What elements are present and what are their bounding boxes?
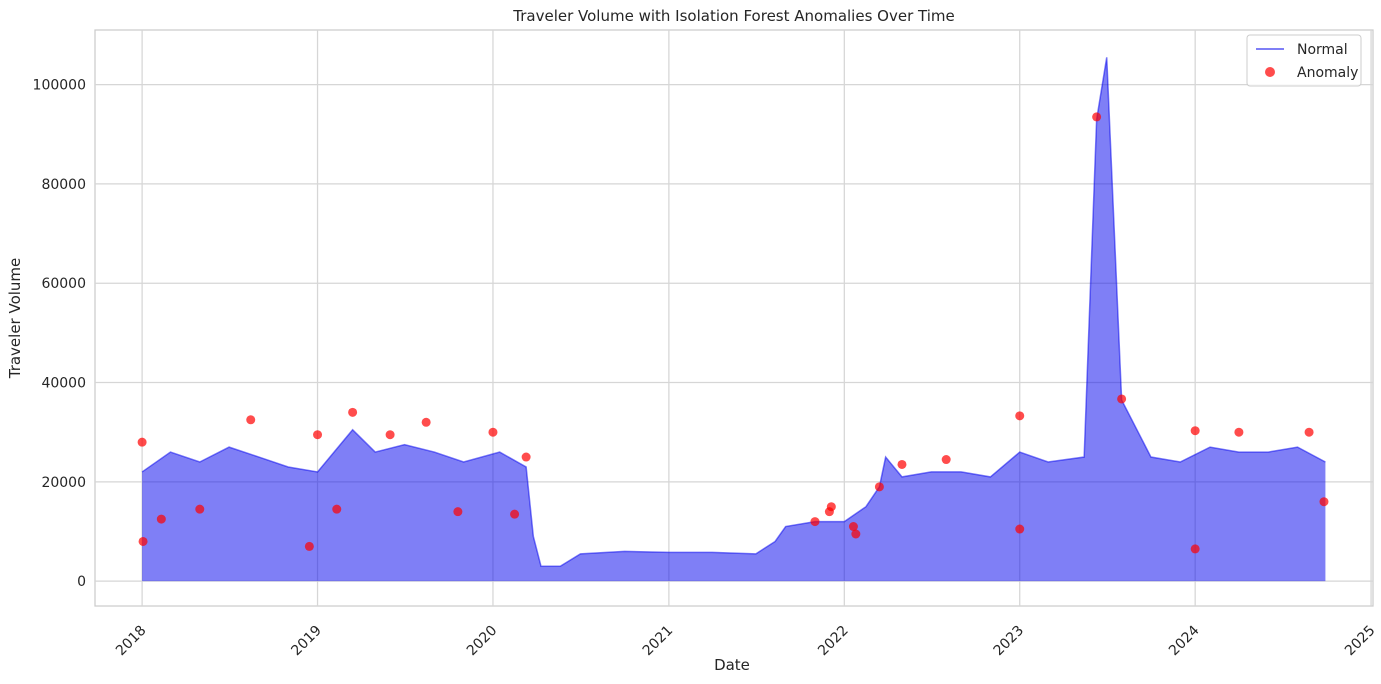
x-tick-label: 2021 [640, 623, 677, 660]
legend-label-anomaly: Anomaly [1297, 65, 1358, 81]
series-area-fill [142, 57, 1326, 582]
series-normal-area [142, 57, 1326, 582]
x-tick-label: 2022 [815, 623, 852, 660]
x-tick-label: 2020 [464, 623, 501, 660]
x-tick-label: 2025 [1342, 623, 1379, 660]
series-normal-line [141, 57, 1326, 568]
y-axis-label: Traveler Volume [6, 258, 24, 380]
x-tick-label: 2024 [1166, 623, 1203, 660]
x-tick-label: 2018 [113, 623, 150, 660]
x-axis-ticks: 2018 2019 2020 2021 2022 2023 2024 2025 [113, 623, 1378, 660]
anomaly-point [385, 430, 395, 440]
y-axis-ticks: 0 20000 40000 60000 80000 100000 [33, 78, 86, 591]
anomaly-point [332, 504, 342, 514]
anomaly-point [521, 452, 531, 462]
anomaly-point [1319, 497, 1329, 507]
anomaly-point [810, 517, 820, 527]
y-tick-label: 0 [77, 574, 86, 590]
series-line [141, 57, 1326, 568]
anomaly-point [510, 509, 520, 519]
anomaly-point [304, 541, 314, 551]
anomaly-point [195, 504, 205, 514]
anomaly-point [488, 427, 498, 437]
legend-label-normal: Normal [1297, 42, 1348, 58]
y-tick-label: 20000 [41, 475, 86, 491]
legend-box [1246, 34, 1362, 87]
y-tick-label: 40000 [41, 376, 86, 392]
anomaly-point [1190, 544, 1200, 554]
y-tick-label: 80000 [41, 177, 86, 193]
anomaly-point [421, 417, 431, 427]
legend-dot-swatch [1265, 67, 1275, 77]
anomaly-point [874, 482, 884, 492]
y-tick-label: 60000 [41, 276, 86, 292]
anomaly-point [137, 437, 147, 447]
anomaly-point [1015, 524, 1025, 534]
x-tick-label: 2023 [991, 623, 1028, 660]
anomaly-point [1015, 411, 1025, 421]
anomaly-point [1304, 427, 1314, 437]
x-tick-label: 2019 [288, 623, 325, 660]
anomaly-point [453, 507, 463, 517]
anomaly-point [941, 455, 951, 465]
anomaly-point [1117, 394, 1127, 404]
anomaly-point [348, 407, 358, 417]
anomaly-point [138, 536, 148, 546]
anomaly-point [313, 430, 323, 440]
anomaly-point [826, 502, 836, 512]
anomaly-point [1190, 426, 1200, 436]
anomaly-point [156, 514, 166, 524]
anomaly-point [1092, 112, 1102, 122]
y-tick-label: 100000 [33, 78, 86, 94]
anomaly-point [897, 459, 907, 469]
chart-title: Traveler Volume with Isolation Forest An… [512, 7, 954, 25]
anomaly-points [137, 112, 1329, 554]
legend: Normal Anomaly [1246, 34, 1362, 87]
anomaly-point [1234, 427, 1244, 437]
x-axis-label: Date [714, 656, 750, 674]
anomaly-point [246, 415, 256, 425]
anomaly-point [851, 529, 861, 539]
anomaly-point [848, 522, 858, 532]
